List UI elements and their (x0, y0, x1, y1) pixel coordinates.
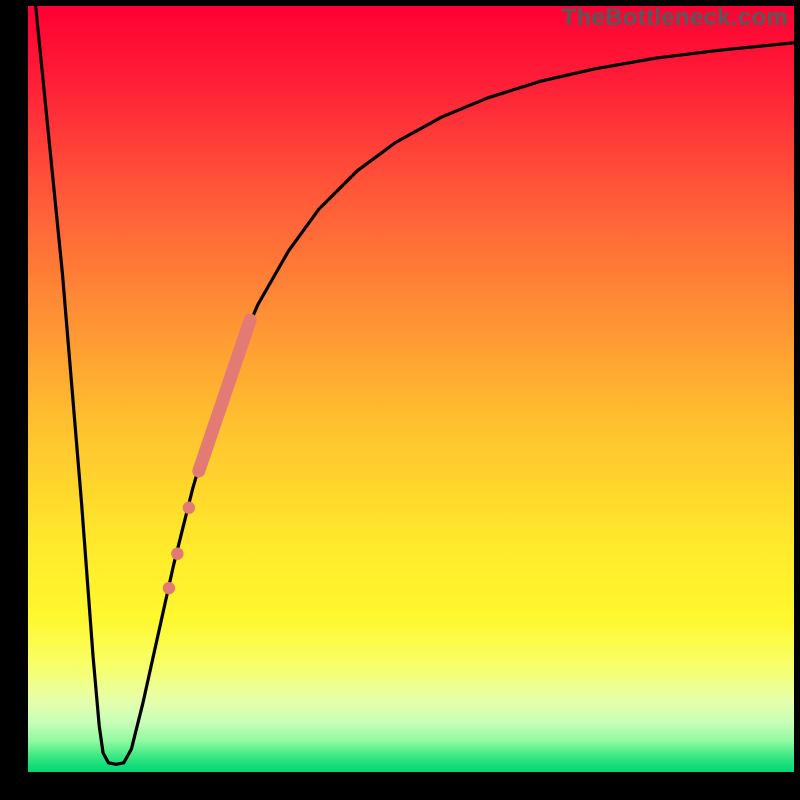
chart-background (28, 6, 794, 772)
right-border (794, 0, 800, 800)
watermark-text: TheBottleneck.com (562, 4, 788, 32)
chart-container: TheBottleneck.com (0, 0, 800, 800)
marker-dot (171, 547, 183, 559)
x-axis (0, 772, 800, 800)
marker-dot (163, 582, 175, 594)
marker-dot (183, 502, 195, 514)
bottleneck-curve-chart (0, 0, 800, 800)
y-axis (0, 0, 28, 800)
